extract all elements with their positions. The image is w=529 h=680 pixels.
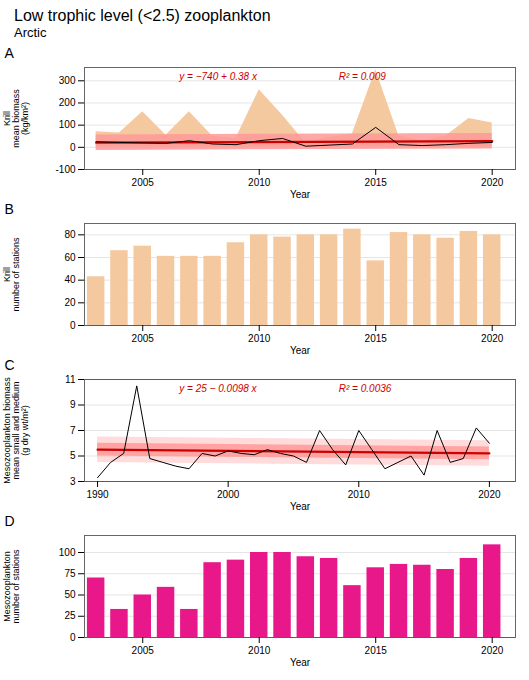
svg-text:200: 200 <box>59 97 76 108</box>
svg-text:2000: 2000 <box>217 489 240 500</box>
svg-text:2010: 2010 <box>348 489 371 500</box>
svg-text:Year: Year <box>290 189 311 200</box>
svg-text:40: 40 <box>64 274 76 285</box>
svg-text:80: 80 <box>64 229 76 240</box>
svg-text:7: 7 <box>70 425 76 436</box>
svg-text:0: 0 <box>70 632 76 643</box>
svg-text:2010: 2010 <box>248 645 271 656</box>
svg-text:Krillmean biomass(kg/km²): Krillmean biomass(kg/km²) <box>2 89 30 148</box>
svg-text:y = 25 − 0.0098 x: y = 25 − 0.0098 x <box>178 383 257 394</box>
html-text:Low trophic level (<2.5) zoopl: Low trophic level (<2.5) zooplankton <box>14 7 271 24</box>
svg-text:Year: Year <box>290 345 311 356</box>
svg-text:2020: 2020 <box>481 177 504 188</box>
svg-text:Mesozooplankton biomassmean sm: Mesozooplankton biomassmean small and me… <box>2 377 30 484</box>
svg-text:Year: Year <box>290 501 311 512</box>
svg-text:y = −740 + 0.38 x: y = −740 + 0.38 x <box>178 71 258 82</box>
svg-text:60: 60 <box>64 252 76 263</box>
svg-text:0: 0 <box>70 142 76 153</box>
svg-text:300: 300 <box>59 75 76 86</box>
svg-text:2005: 2005 <box>132 177 155 188</box>
svg-text:11: 11 <box>65 374 76 385</box>
svg-text:50: 50 <box>64 589 76 600</box>
svg-text:Krillnumber of stations: Krillnumber of stations <box>2 237 21 312</box>
svg-text:2005: 2005 <box>132 645 155 656</box>
svg-text:2010: 2010 <box>248 333 271 344</box>
svg-text:1990: 1990 <box>86 489 109 500</box>
svg-text:Year: Year <box>290 657 311 668</box>
svg-text:25: 25 <box>64 610 76 621</box>
svg-text:0: 0 <box>70 320 76 331</box>
svg-text:5: 5 <box>70 450 76 461</box>
svg-text:2005: 2005 <box>132 333 155 344</box>
svg-text:2020: 2020 <box>481 333 504 344</box>
svg-text:100: 100 <box>59 119 76 130</box>
svg-text:Mesozooplanktonnumber of stati: Mesozooplanktonnumber of stations <box>2 549 21 624</box>
svg-text:100: 100 <box>59 547 76 558</box>
svg-text:R² = 0.0036: R² = 0.0036 <box>339 383 392 394</box>
svg-text:20: 20 <box>64 297 76 308</box>
svg-text:2015: 2015 <box>365 645 388 656</box>
svg-text:75: 75 <box>64 568 76 579</box>
svg-text:2010: 2010 <box>248 177 271 188</box>
svg-text:B: B <box>5 201 14 217</box>
svg-text:3: 3 <box>70 476 76 487</box>
svg-text:2015: 2015 <box>365 333 388 344</box>
svg-text:D: D <box>5 513 15 529</box>
html-text:Arctic: Arctic <box>14 25 47 40</box>
svg-text:-100: -100 <box>55 164 75 175</box>
svg-text:9: 9 <box>70 399 76 410</box>
svg-text:2020: 2020 <box>478 489 501 500</box>
svg-text:R² = 0.009: R² = 0.009 <box>339 71 386 82</box>
svg-text:2015: 2015 <box>365 177 388 188</box>
svg-text:A: A <box>5 45 15 61</box>
svg-text:C: C <box>5 357 15 373</box>
svg-text:2020: 2020 <box>481 645 504 656</box>
